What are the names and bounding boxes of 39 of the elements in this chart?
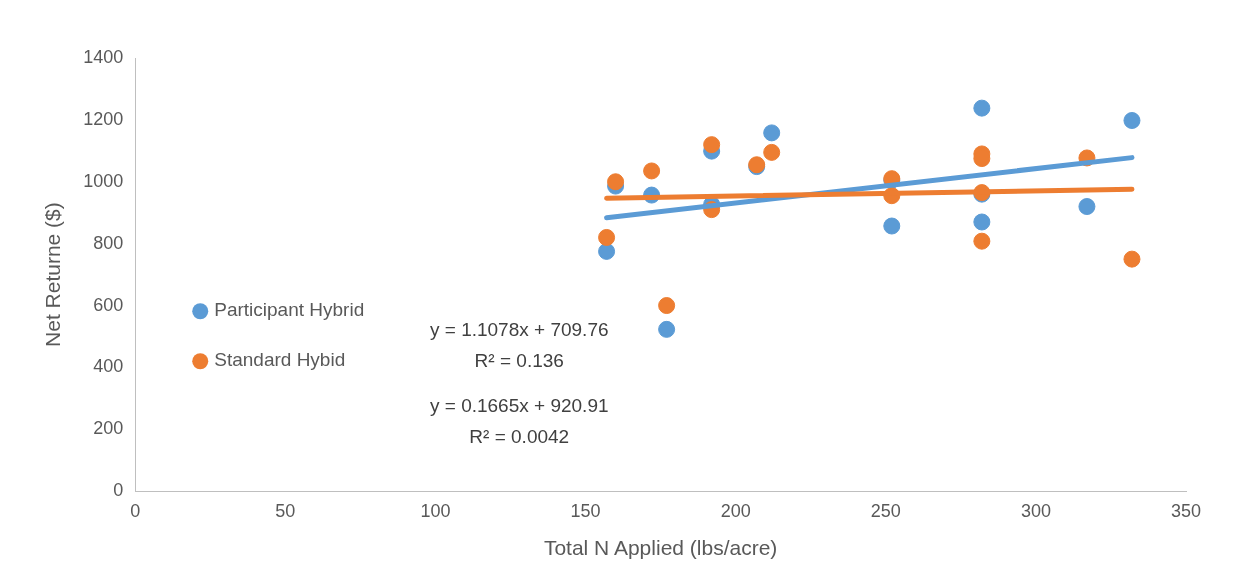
legend-label: Standard Hybid: [214, 349, 346, 371]
point: [1123, 250, 1141, 268]
y-tick-label: 800: [93, 232, 124, 253]
point: [973, 213, 991, 231]
y-tick-label: 200: [93, 418, 124, 439]
y-tick-label: 1000: [83, 170, 124, 191]
point: [973, 99, 991, 117]
annotation: y = 0.1665x + 920.91: [429, 395, 609, 417]
point: [883, 217, 901, 235]
x-tick-label: 50: [275, 500, 296, 521]
y-tick-label: 1200: [83, 108, 124, 129]
point: [763, 124, 781, 142]
x-tick-label: 350: [1170, 500, 1202, 521]
point: [607, 173, 625, 191]
annotation: y = 1.1078x + 709.76: [429, 319, 609, 341]
point: [1123, 112, 1141, 130]
legend-label: Participant Hybrid: [214, 299, 365, 321]
y-axis-title: Net Returne ($): [41, 202, 65, 347]
x-tick-label: 300: [1020, 500, 1051, 521]
x-tick-label: 200: [720, 500, 751, 521]
point: [1078, 198, 1096, 216]
x-axis-title: Total N Applied (lbs/acre): [543, 536, 778, 560]
point: [643, 162, 661, 180]
x-tick-label: 150: [570, 500, 601, 521]
y-tick-label: 0: [113, 480, 124, 501]
point: [763, 143, 781, 161]
point: [658, 320, 676, 338]
x-tick-label: 250: [870, 500, 901, 521]
annotation: R² = 0.136: [474, 350, 564, 372]
annotation: R² = 0.0042: [469, 426, 570, 448]
point: [703, 136, 721, 154]
y-tick-label: 600: [93, 294, 124, 315]
y-tick-label: 1400: [83, 46, 124, 67]
point: [598, 228, 616, 246]
y-tick-label: 400: [93, 356, 124, 377]
x-tick-label: 100: [420, 500, 451, 521]
point: [973, 232, 991, 250]
x-tick-label: 0: [130, 500, 141, 521]
point: [658, 297, 676, 315]
